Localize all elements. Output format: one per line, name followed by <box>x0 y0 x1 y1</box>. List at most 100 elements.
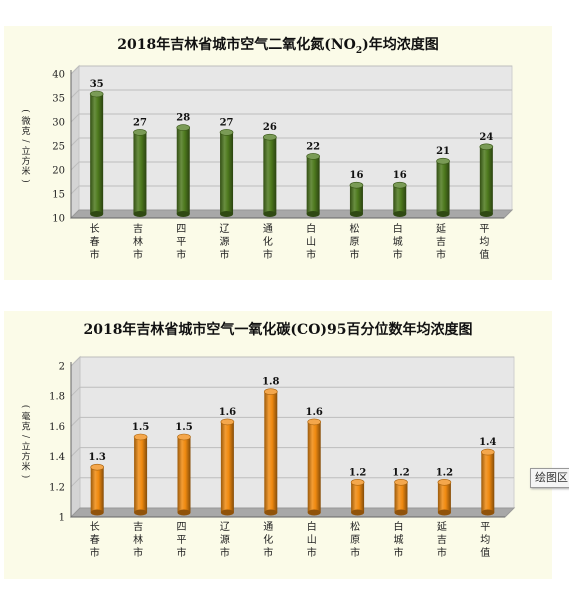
x-tick-label-char: 林 <box>133 235 143 248</box>
co-chart-title: 2018年吉林省城市空气一氧化碳(CO)95百分位数年均浓度图 <box>83 322 473 338</box>
bar <box>220 132 234 214</box>
x-tick-label-char: 值 <box>480 546 490 559</box>
bar-base <box>176 211 190 217</box>
bar-base <box>307 509 321 516</box>
bar-top <box>133 129 147 136</box>
x-tick-label-char: 均 <box>480 534 490 546</box>
bar-top <box>220 418 235 426</box>
y-tick-label: 20 <box>52 166 65 177</box>
bar-top <box>437 479 452 486</box>
bar-value-label: 27 <box>220 117 234 128</box>
bar-top <box>263 133 277 141</box>
y-tick-label: 1.6 <box>49 422 65 433</box>
gridline <box>70 113 512 123</box>
bar <box>176 127 190 214</box>
x-tick-label-char: 市 <box>220 248 230 261</box>
bar-value-label: 1.6 <box>305 407 322 418</box>
gridline <box>70 356 514 367</box>
bar-top <box>90 463 104 471</box>
bar-value-label: 21 <box>436 146 450 157</box>
y-tick-label: 15 <box>52 190 65 201</box>
y-axis-label-char: 克 <box>21 126 30 137</box>
x-tick-label-char: 四 <box>177 522 187 533</box>
bar-base <box>133 211 147 217</box>
x-tick-label-char: 市 <box>133 248 143 261</box>
bar-top <box>436 157 450 165</box>
bar-base <box>220 509 234 516</box>
bar-value-label: 1.8 <box>262 377 279 388</box>
bar-top <box>219 129 234 136</box>
x-tick-label-char: 市 <box>349 248 359 261</box>
y-axis-label-char: 米 <box>21 461 30 473</box>
bar <box>349 185 363 214</box>
x-tick-label-char: 原 <box>349 236 359 248</box>
x-tick-label-char: 市 <box>306 248 316 261</box>
bar-base <box>394 509 408 516</box>
x-tick-label-char: 松 <box>350 520 360 533</box>
plot-side-wall <box>70 355 81 519</box>
x-tick-label-char: 白 <box>307 520 317 533</box>
bar <box>177 437 191 513</box>
y-axis-label-char: 立 <box>21 145 30 157</box>
y-tick-label: 2 <box>59 362 65 373</box>
bar-base <box>481 509 495 516</box>
x-tick-label-char: 城 <box>394 534 404 546</box>
bar-value-label: 1.3 <box>88 452 105 463</box>
x-tick-label-char: 白 <box>306 222 316 235</box>
bar-top <box>176 124 191 131</box>
bar <box>393 185 407 214</box>
x-tick-label-char: 市 <box>220 546 230 559</box>
bar-base <box>220 211 234 217</box>
bar <box>307 421 321 513</box>
x-tick-label-char: 市 <box>393 248 403 261</box>
no2-chart-title: 2018年吉林省城市空气二氧化氮(NO2)年均浓度图 <box>4 34 552 56</box>
bar <box>133 132 147 214</box>
x-tick-label-char: 源 <box>220 533 230 546</box>
bar-top <box>89 90 104 98</box>
y-axis-label-char: 方 <box>21 451 30 463</box>
y-axis-label-char: ( <box>20 109 31 113</box>
y-tick-label: 1 <box>59 513 65 524</box>
bar-base <box>351 509 365 516</box>
gridline <box>70 477 514 488</box>
x-tick-label-char: 延 <box>436 223 446 235</box>
bar-base <box>177 509 191 516</box>
bar-value-label: 1.2 <box>349 467 366 478</box>
bar-base <box>90 211 104 217</box>
x-tick-label-char: 市 <box>263 546 273 559</box>
y-axis-label-char: / <box>20 435 30 439</box>
bar-base <box>393 211 407 217</box>
x-tick-label-char: 白 <box>394 520 404 533</box>
gridline <box>70 386 514 397</box>
y-axis-label-char: 克 <box>21 422 30 433</box>
bar <box>394 482 408 513</box>
bar-value-label: 1.4 <box>479 437 496 448</box>
x-tick-label-char: 化 <box>263 235 273 248</box>
bar-top <box>177 433 191 441</box>
no2-title-subscript: 2 <box>355 45 363 56</box>
bar-top <box>306 153 320 160</box>
x-tick-label-char: 春 <box>90 534 100 546</box>
bar-value-label: 1.6 <box>219 407 236 418</box>
bar-value-label: 1.2 <box>436 467 453 478</box>
y-tick-label: 30 <box>52 118 65 129</box>
bar-top <box>480 448 495 456</box>
y-tick-label: 35 <box>52 94 65 105</box>
x-tick-label-char: 山 <box>307 534 317 546</box>
bar <box>90 94 104 214</box>
y-axis-label-char: 立 <box>21 441 30 453</box>
bar-base <box>436 211 450 217</box>
x-tick-label-char: 四 <box>176 224 186 235</box>
x-tick-label-char: 山 <box>306 236 316 248</box>
x-tick-label-char: 市 <box>436 248 446 261</box>
x-tick-label-char: 辽 <box>220 521 230 533</box>
x-tick-label-char: 平 <box>479 224 489 235</box>
plot-area-button[interactable]: 绘图区 <box>530 468 569 488</box>
x-tick-label-char: 通 <box>263 521 273 533</box>
x-tick-label-char: 吉 <box>133 223 143 235</box>
bar-base <box>134 509 148 516</box>
bar-base <box>437 509 451 516</box>
y-axis-label-char: 方 <box>21 155 30 167</box>
x-tick-label-char: 市 <box>307 546 317 559</box>
bar-top <box>479 143 494 151</box>
